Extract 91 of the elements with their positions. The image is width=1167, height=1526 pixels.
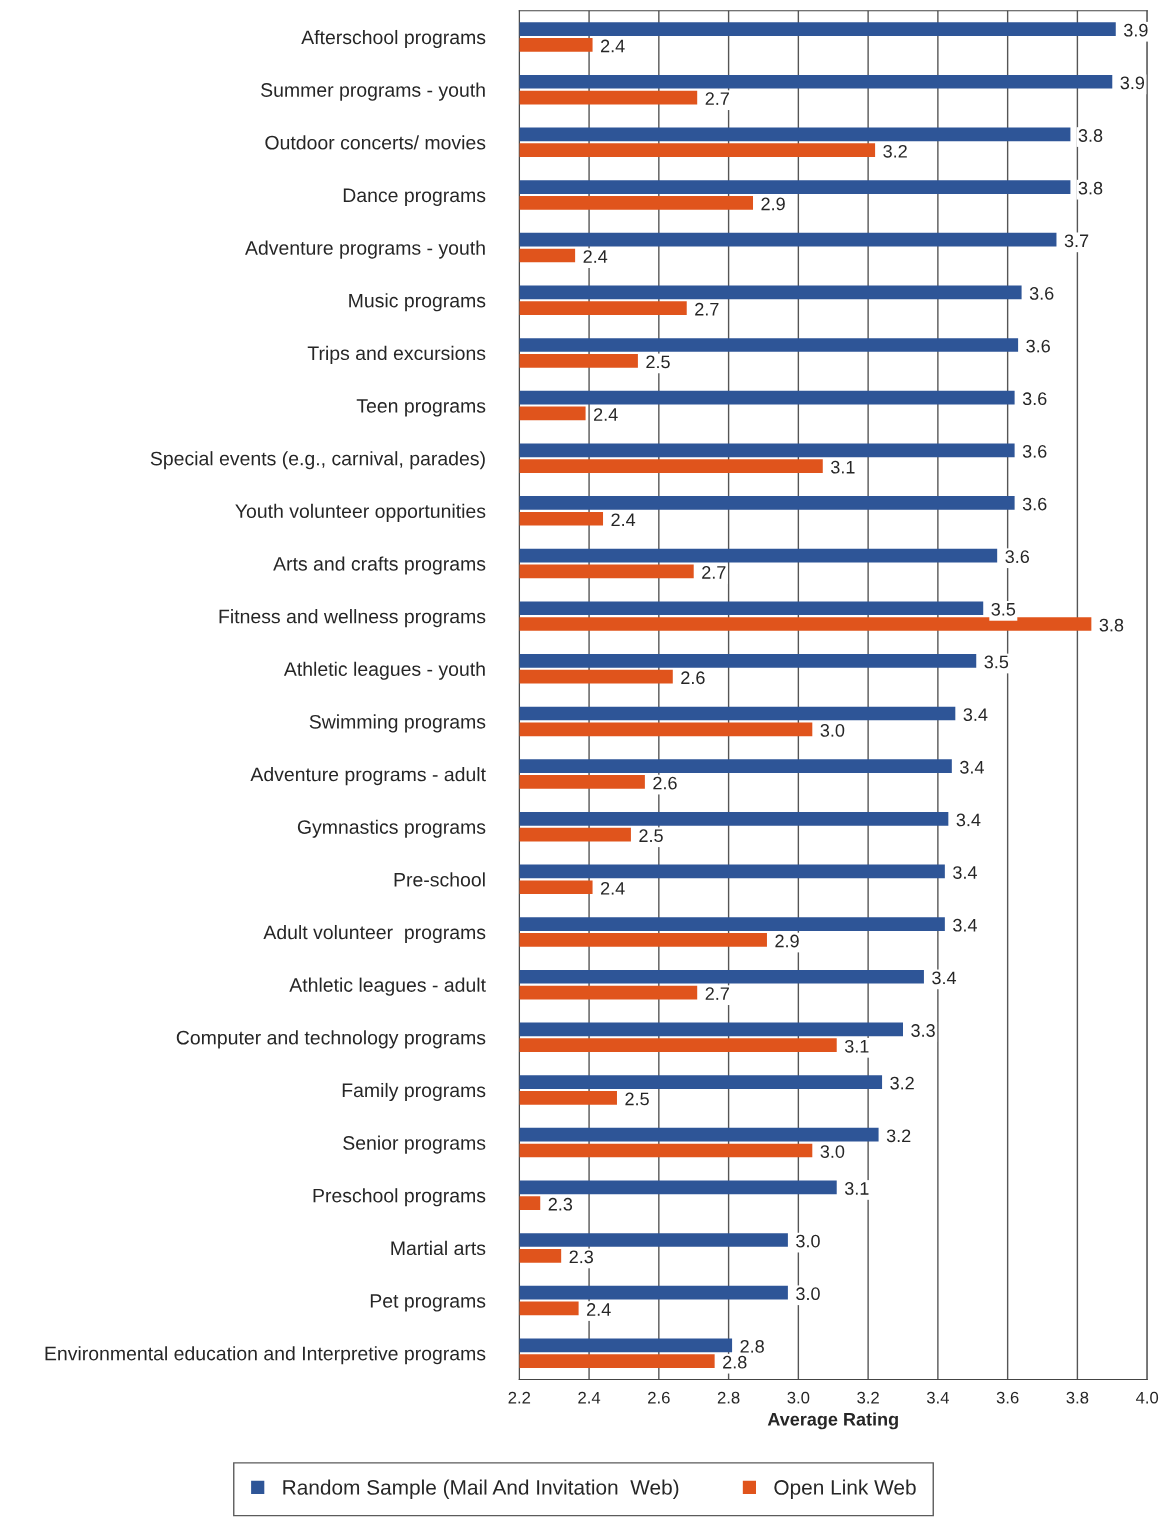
data-label: 3.8 (1099, 618, 1124, 632)
x-tick-label: 2.8 (717, 1391, 740, 1404)
y-tick-label: Youth volunteer opportunities (235, 503, 486, 522)
data-label: 3.3 (911, 1024, 935, 1037)
y-tick-label: Music programs (349, 293, 486, 312)
data-label: 3.4 (953, 918, 977, 932)
data-label: 2.7 (705, 987, 729, 1000)
x-tick-label: 2.2 (508, 1391, 531, 1404)
data-label: 3.0 (796, 1234, 820, 1248)
data-label: 2.9 (761, 197, 785, 211)
data-label: 2.9 (775, 934, 799, 948)
data-label: 3.1 (844, 1039, 869, 1053)
data-label: 2.4 (594, 408, 618, 421)
x-tick-label: 3.0 (787, 1391, 810, 1404)
data-label: 3.2 (890, 1076, 914, 1090)
data-label: 2.8 (740, 1339, 764, 1353)
data-label: 2.4 (601, 881, 625, 895)
data-label: 2.4 (611, 513, 636, 527)
y-tick-label: Pre-school (394, 872, 485, 887)
y-tick-label: Trips and excursions (307, 345, 486, 364)
data-label: 3.2 (886, 1129, 911, 1143)
data-label: 3.0 (796, 1287, 820, 1301)
data-label: 3.8 (1078, 181, 1103, 195)
x-axis-title: Average Rating (767, 1412, 898, 1430)
y-tick-label: Outdoor concerts/ movies (265, 135, 486, 150)
y-tick-label: Martial arts (391, 1240, 486, 1256)
y-tick-label: Special events (e.g., carnival, parades) (150, 451, 485, 470)
x-tick-label: 3.8 (1066, 1391, 1089, 1404)
data-label: 3.4 (963, 708, 988, 721)
y-tick-label: Fitness and wellness programs (219, 609, 486, 628)
data-label: 2.6 (653, 776, 677, 790)
data-label: 3.4 (953, 866, 977, 879)
y-tick-label: Family programs (342, 1082, 486, 1102)
y-tick-label: Arts and crafts programs (273, 556, 486, 575)
x-tick-label: 3.4 (926, 1391, 949, 1404)
y-tick-label: Environmental education and Interpretive programs (45, 1346, 486, 1365)
data-label: 2.8 (723, 1355, 747, 1369)
data-label: 3.6 (1026, 339, 1050, 353)
x-tick-label: 3.2 (857, 1391, 879, 1404)
x-tick-label: 2.4 (578, 1391, 601, 1404)
data-label: 2.5 (639, 829, 663, 843)
data-label: 3.6 (1022, 392, 1047, 406)
y-tick-label: Athletic leagues - youth (283, 661, 485, 680)
data-label: 3.5 (984, 655, 1009, 669)
data-label: 2.4 (601, 39, 625, 53)
y-tick-label: Gymnastics programs (297, 819, 486, 838)
data-label: 3.2 (883, 144, 907, 158)
data-label: 3.4 (960, 760, 984, 774)
data-label: 2.5 (625, 1092, 649, 1106)
legend-label: Open Link Web (774, 1479, 916, 1499)
x-tick-label: 2.6 (648, 1391, 670, 1404)
y-tick-label: Athletic leagues - adult (289, 977, 486, 996)
data-label: 2.7 (702, 566, 726, 579)
data-label: 3.6 (1005, 550, 1030, 564)
y-tick-label: Preschool programs (313, 1188, 486, 1207)
data-label: 2.7 (705, 92, 729, 105)
data-label: 2.3 (548, 1197, 573, 1211)
data-label: 2.3 (569, 1250, 594, 1264)
y-tick-label: Adventure programs - adult (250, 767, 486, 786)
data-label: 3.6 (1029, 287, 1054, 300)
data-label: 2.5 (646, 355, 670, 369)
data-label: 3.5 (991, 602, 1016, 616)
data-label: 3.4 (932, 971, 957, 985)
data-label: 3.0 (820, 724, 845, 737)
data-label: 3.7 (1064, 234, 1089, 248)
data-label: 3.6 (1022, 444, 1047, 458)
y-tick-label: Afterschool programs (301, 29, 486, 49)
x-tick-label: 3.6 (996, 1391, 1019, 1404)
y-tick-label: Adult volunteer programs (263, 924, 486, 944)
data-label: 2.6 (681, 671, 705, 685)
data-label: 3.8 (1078, 129, 1103, 142)
y-tick-label: Adventure programs - youth (245, 240, 485, 259)
y-tick-label: Dance programs (343, 188, 486, 207)
data-label: 3.9 (1123, 23, 1148, 37)
y-tick-label: Swimming programs (309, 714, 486, 733)
data-label: 3.9 (1120, 76, 1145, 90)
data-label: 3.0 (820, 1145, 845, 1158)
legend-label: Random Sample (Mail And Invitation Web) (283, 1479, 679, 1499)
y-tick-label: Summer programs - youth (261, 82, 485, 101)
y-tick-label: Senior programs (343, 1135, 486, 1154)
data-label: 3.1 (831, 460, 855, 474)
x-tick-label: 4.0 (1135, 1391, 1159, 1404)
data-label: 3.4 (956, 813, 981, 827)
data-label: 3.6 (1022, 497, 1047, 511)
data-label: 2.4 (587, 1303, 611, 1316)
data-label: 2.7 (695, 302, 719, 316)
y-tick-label: Computer and technology programs (176, 1030, 486, 1049)
data-label: 3.1 (844, 1182, 869, 1195)
y-tick-label: Teen programs (356, 399, 486, 417)
y-tick-label: Pet programs (370, 1294, 486, 1312)
data-label: 2.4 (583, 250, 608, 263)
